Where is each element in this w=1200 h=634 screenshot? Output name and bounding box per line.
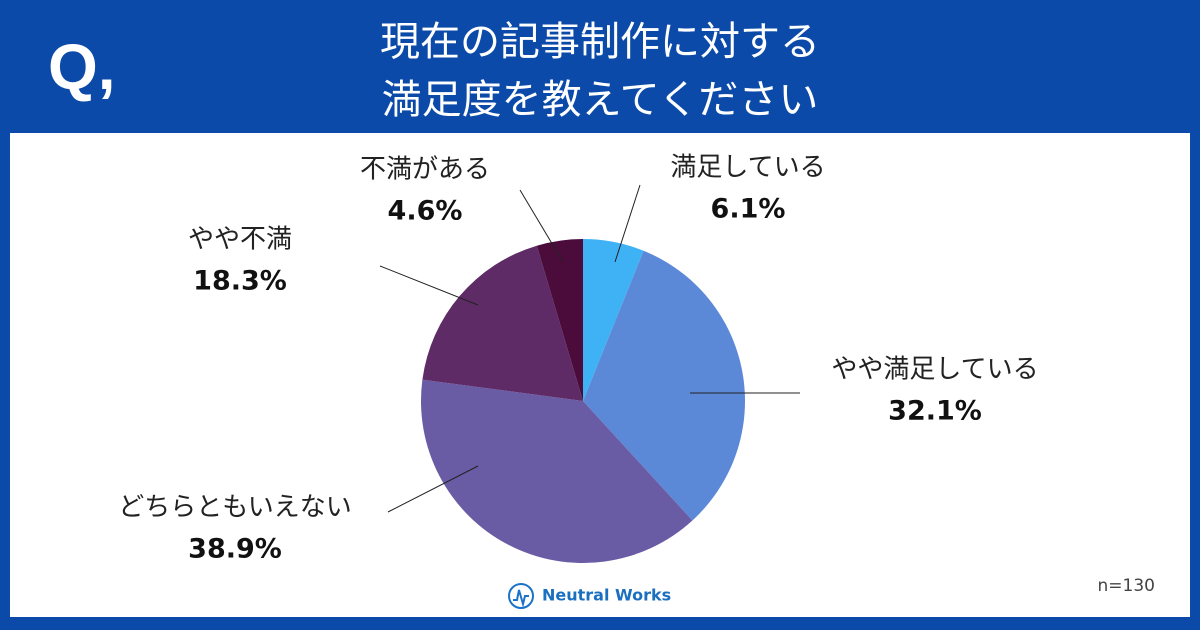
leader-line (379, 265, 479, 306)
category-label: どちらともいえない (118, 493, 351, 523)
pie-slice (583, 250, 745, 521)
logo-icon (508, 583, 534, 609)
pie-slice (536, 239, 583, 401)
leader-line (387, 465, 479, 513)
question-mark: Q, (48, 31, 116, 103)
pie-slice (583, 239, 644, 401)
value-label: 6.1% (711, 194, 786, 225)
category-label: 満足している (670, 153, 825, 183)
category-label: やや満足している (831, 355, 1038, 385)
logo-icon (513, 589, 529, 608)
brand-logo: Neutral Works (508, 583, 671, 609)
brand-name: Neutral Works (542, 586, 671, 605)
value-label: 38.9% (188, 534, 282, 565)
value-label: 32.1% (888, 396, 982, 427)
chart-title: 現在の記事制作に対する (380, 19, 820, 65)
value-label: 18.3% (193, 266, 287, 297)
category-label: やや不満 (188, 225, 292, 255)
pie-slice (422, 245, 583, 401)
category-label: 不満がある (360, 155, 490, 185)
leader-line (614, 184, 641, 263)
chart-title: 満足度を教えてください (382, 77, 819, 123)
value-label: 4.6% (388, 196, 463, 227)
sample-size: n=130 (1098, 576, 1155, 596)
pie-slice (421, 379, 693, 563)
leader-line (519, 189, 564, 263)
